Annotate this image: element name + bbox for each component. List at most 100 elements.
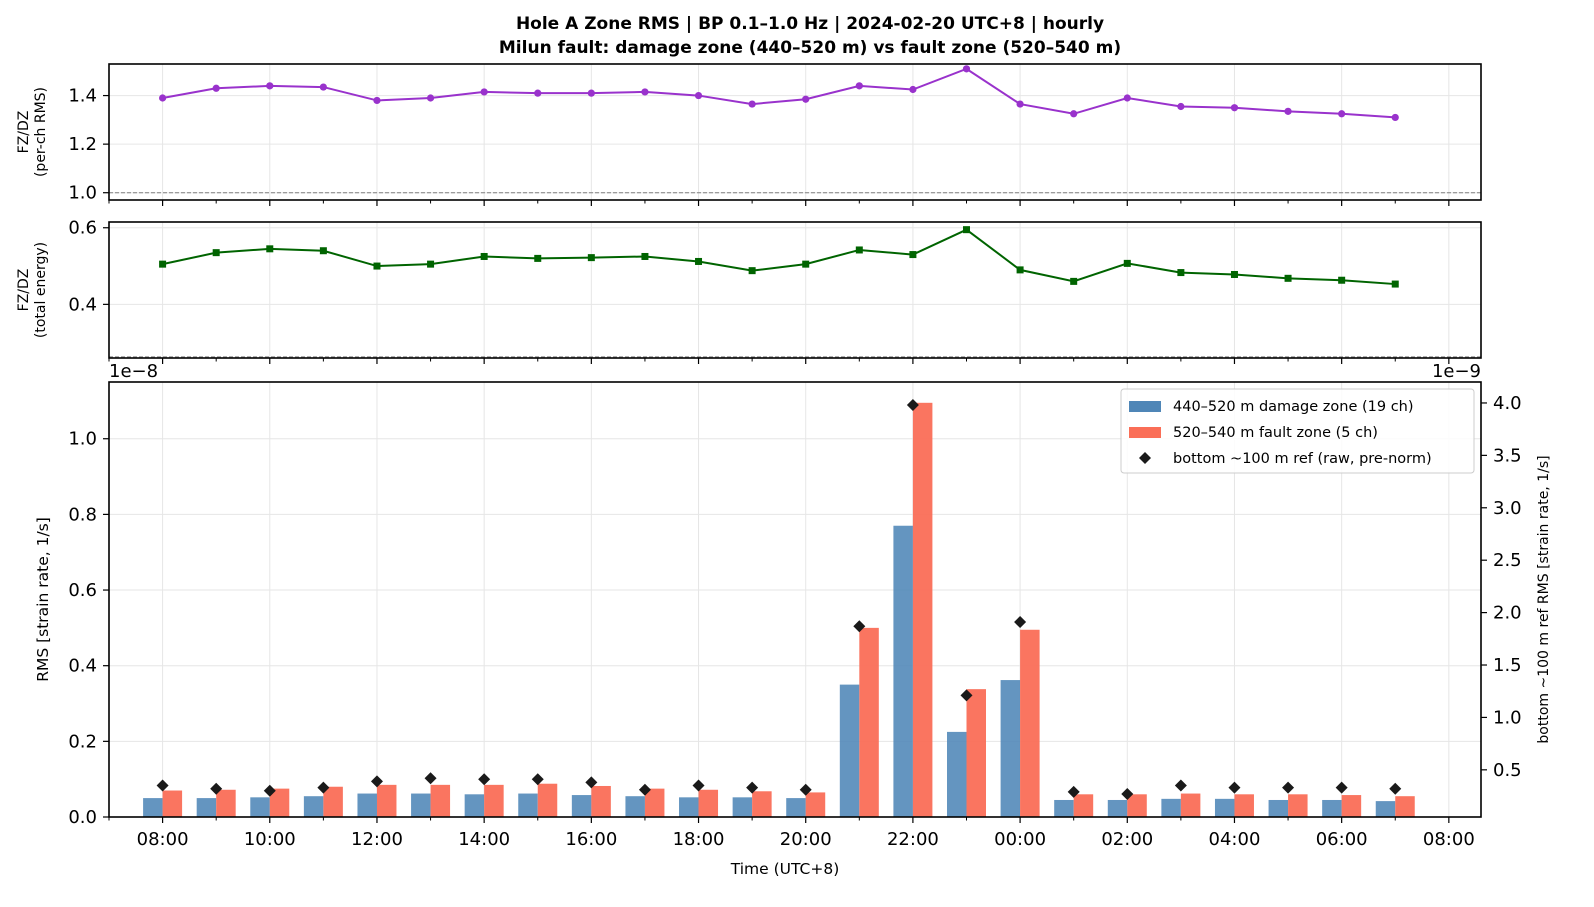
fault-zone-bar bbox=[1073, 794, 1094, 817]
reference-marker bbox=[1067, 785, 1080, 798]
chart-title-line1: Hole A Zone RMS | BP 0.1–1.0 Hz | 2024-0… bbox=[516, 14, 1104, 34]
y-tick-label: 0.4 bbox=[68, 294, 97, 315]
fault-zone-bar bbox=[1395, 796, 1415, 817]
data-point bbox=[802, 260, 810, 268]
fault-zone-bar bbox=[644, 788, 665, 817]
legend-reference-swatch bbox=[1139, 452, 1151, 464]
y-right-tick-label: 2.5 bbox=[1493, 550, 1522, 571]
damage-zone-bar bbox=[786, 798, 806, 817]
x-tick-label: 10:00 bbox=[244, 829, 296, 850]
reference-marker bbox=[1335, 781, 1348, 794]
fault-zone-bar bbox=[376, 784, 397, 817]
fault-zone-bar bbox=[430, 784, 451, 817]
reference-marker bbox=[156, 779, 169, 792]
data-point bbox=[802, 95, 810, 103]
damage-zone-bar bbox=[839, 684, 860, 817]
fault-zone-bar bbox=[752, 791, 772, 817]
ratio-total-energy-panel: 0.4 0.6 FZ/DZ(total energy) bbox=[16, 218, 1482, 364]
legend-damage-zone-swatch bbox=[1129, 401, 1161, 412]
x-tick-label: 14:00 bbox=[458, 829, 510, 850]
x-tick-label: 06:00 bbox=[1316, 829, 1368, 850]
data-point bbox=[1177, 269, 1185, 277]
y-axis-label: FZ/DZ(total energy) bbox=[16, 242, 49, 338]
x-tick-label: 16:00 bbox=[565, 829, 617, 850]
data-point bbox=[909, 85, 917, 94]
fault-zone-bar bbox=[1020, 629, 1040, 817]
data-point bbox=[373, 262, 381, 270]
y-right-axis-label: bottom ~100 m ref RMS [strain rate, 1/s] bbox=[1536, 455, 1552, 743]
fault-zone-bar bbox=[162, 790, 183, 817]
reference-marker bbox=[1174, 779, 1187, 792]
fault-zone-bar bbox=[966, 689, 986, 817]
data-point bbox=[480, 88, 488, 96]
damage-zone-bar bbox=[1161, 798, 1181, 817]
y-right-tick-label: 3.0 bbox=[1493, 498, 1522, 519]
data-point bbox=[158, 94, 167, 102]
data-point bbox=[962, 65, 971, 73]
data-point bbox=[266, 245, 274, 253]
y-axis-label-line: (per-ch RMS) bbox=[33, 87, 49, 177]
fault-zone-bar bbox=[1288, 794, 1308, 817]
fault-zone-bar bbox=[537, 783, 558, 817]
reference-marker bbox=[1121, 787, 1134, 800]
series-line bbox=[162, 67, 1396, 119]
damage-zone-bar bbox=[1214, 798, 1235, 817]
data-point bbox=[427, 260, 435, 268]
damage-zone-bar bbox=[1054, 799, 1074, 817]
reference-marker bbox=[960, 689, 973, 702]
x-tick-label: 22:00 bbox=[887, 829, 939, 850]
fault-zone-bar bbox=[1127, 794, 1147, 817]
data-point bbox=[641, 88, 649, 96]
data-point bbox=[1177, 102, 1185, 111]
damage-zone-bar bbox=[357, 793, 377, 817]
data-point bbox=[641, 252, 649, 260]
data-point bbox=[1284, 274, 1292, 282]
damage-zone-bar bbox=[679, 797, 699, 817]
reference-marker bbox=[799, 783, 812, 796]
y-tick-label: 1.4 bbox=[68, 86, 97, 107]
damage-zone-bar bbox=[303, 796, 324, 817]
data-point bbox=[1070, 110, 1078, 118]
data-point bbox=[694, 91, 703, 100]
y-axis-label-line: FZ/DZ bbox=[16, 269, 32, 312]
fault-zone-bar bbox=[269, 788, 290, 817]
fault-zone-bar bbox=[859, 627, 879, 817]
data-point bbox=[1338, 276, 1346, 284]
data-point bbox=[319, 83, 327, 91]
reference-marker bbox=[1389, 782, 1402, 795]
y-right-tick-label: 1.5 bbox=[1493, 655, 1522, 676]
reference-marker bbox=[531, 773, 544, 786]
data-point bbox=[212, 84, 220, 92]
reference-marker bbox=[478, 773, 491, 786]
fault-zone-bar bbox=[216, 789, 236, 817]
data-point bbox=[480, 252, 488, 260]
damage-zone-bar bbox=[143, 798, 163, 817]
legend: 440–520 m damage zone (19 ch) 520–540 m f… bbox=[1120, 388, 1475, 474]
chart-title-line2: Milun fault: damage zone (440–520 m) vs … bbox=[499, 38, 1121, 58]
y-tick-label: 1.0 bbox=[68, 429, 97, 450]
y-tick-label: 0.6 bbox=[68, 580, 97, 601]
y-tick-label: 0.6 bbox=[68, 218, 97, 239]
damage-zone-bar bbox=[518, 793, 538, 817]
legend-fault-zone-swatch bbox=[1129, 427, 1161, 438]
damage-zone-bar bbox=[196, 798, 217, 817]
x-tick-label: 04:00 bbox=[1209, 829, 1261, 850]
y-right-tick-label: 4.0 bbox=[1493, 393, 1522, 414]
data-point bbox=[1391, 113, 1399, 122]
fault-zone-bar bbox=[323, 786, 343, 817]
fault-zone-bar bbox=[912, 402, 933, 817]
reference-marker bbox=[317, 781, 330, 794]
fault-zone-bar bbox=[1341, 795, 1362, 817]
reference-marker bbox=[1228, 781, 1241, 794]
y-tick-label: 1.2 bbox=[68, 134, 97, 155]
reference-marker bbox=[210, 782, 223, 795]
data-point bbox=[587, 254, 595, 262]
fault-zone-bar bbox=[591, 785, 611, 817]
rms-bar-panel: 0.0 0.2 0.4 0.6 0.8 1.0 08:00 10:00 12:00 14:00 16… bbox=[34, 361, 1552, 878]
axes-frame bbox=[108, 63, 1482, 201]
fault-zone-bar bbox=[1180, 793, 1201, 817]
damage-zone-bar bbox=[571, 795, 592, 817]
data-point bbox=[1230, 104, 1239, 112]
reference-marker bbox=[1282, 781, 1295, 794]
